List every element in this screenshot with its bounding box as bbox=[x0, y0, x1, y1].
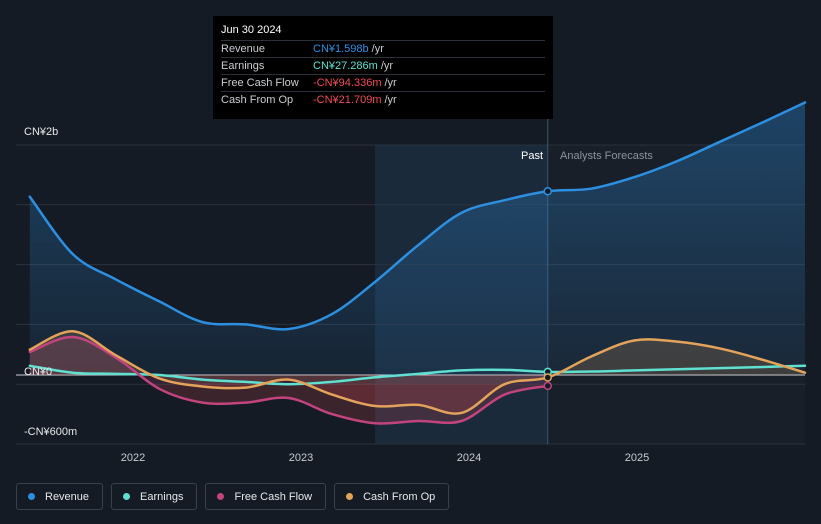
revenue-line bbox=[28, 101, 807, 331]
x-tick-2022: 2022 bbox=[120, 452, 146, 464]
legend-cash-from-op[interactable]: Cash From Op bbox=[334, 483, 450, 510]
tooltip-unit: /yr bbox=[384, 94, 397, 106]
legend-earnings[interactable]: Earnings bbox=[111, 483, 198, 510]
x-tick-2024: 2024 bbox=[456, 452, 482, 464]
revenue-marker bbox=[543, 186, 553, 196]
legend-label: Earnings bbox=[140, 490, 184, 503]
tooltip-value: CN¥1.598b bbox=[313, 43, 369, 55]
tooltip-row-revenue: Revenue CN¥1.598b /yr bbox=[221, 40, 545, 57]
tooltip: Jun 30 2024 Revenue CN¥1.598b /yr Earnin… bbox=[213, 16, 553, 119]
y-axis-label-bottom: -CN¥600m bbox=[24, 426, 78, 438]
legend: Revenue Earnings Free Cash Flow Cash Fro… bbox=[16, 483, 450, 510]
tooltip-unit: /yr bbox=[380, 60, 394, 72]
tooltip-unit: /yr bbox=[384, 77, 397, 89]
tooltip-label: Revenue bbox=[221, 43, 266, 55]
earnings-line bbox=[28, 364, 807, 386]
tooltip-label: Free Cash Flow bbox=[221, 77, 299, 89]
legend-dot-icon bbox=[217, 493, 225, 500]
legend-dot-icon bbox=[346, 493, 354, 500]
y-axis-label-top: CN¥2b bbox=[24, 126, 59, 138]
legend-dot-icon bbox=[123, 493, 131, 500]
legend-label: Revenue bbox=[45, 490, 90, 503]
x-tick-2025: 2025 bbox=[624, 452, 650, 464]
tooltip-row-earnings: Earnings CN¥27.286m /yr bbox=[221, 57, 545, 74]
y-axis-label-zero: CN¥0 bbox=[24, 366, 53, 378]
past-label: Past bbox=[521, 150, 544, 162]
free-cash-flow-line bbox=[28, 335, 550, 425]
cash-from-op-line bbox=[28, 330, 807, 415]
tooltip-unit: /yr bbox=[371, 43, 384, 55]
legend-revenue[interactable]: Revenue bbox=[16, 483, 104, 510]
legend-label: Cash From Op bbox=[363, 490, 436, 503]
free-cash-flow-area-positive bbox=[29, 337, 548, 385]
cash-from-op-marker bbox=[543, 373, 553, 382]
forecast-label: Analysts Forecasts bbox=[560, 150, 653, 162]
free-cash-flow-marker bbox=[543, 381, 553, 391]
tooltip-label: Earnings bbox=[221, 60, 265, 72]
legend-label: Free Cash Flow bbox=[234, 490, 313, 503]
tooltip-value: CN¥27.286m bbox=[313, 60, 378, 72]
tooltip-row-free-cash-flow: Free Cash Flow -CN¥94.336m /yr bbox=[221, 74, 545, 91]
tooltip-label: Cash From Op bbox=[221, 94, 294, 106]
tooltip-value: -CN¥21.709m bbox=[313, 94, 382, 106]
revenue-area bbox=[29, 102, 805, 375]
legend-dot-icon bbox=[28, 493, 35, 500]
tooltip-value: -CN¥94.336m bbox=[313, 77, 382, 89]
x-tick-2023: 2023 bbox=[288, 452, 314, 464]
legend-free-cash-flow[interactable]: Free Cash Flow bbox=[205, 483, 327, 510]
cash-from-op-area-negative bbox=[185, 384, 505, 414]
tooltip-date: Jun 30 2024 bbox=[221, 24, 282, 36]
tooltip-row-cash-from-op: Cash From Op -CN¥21.709m /yr bbox=[221, 91, 545, 108]
